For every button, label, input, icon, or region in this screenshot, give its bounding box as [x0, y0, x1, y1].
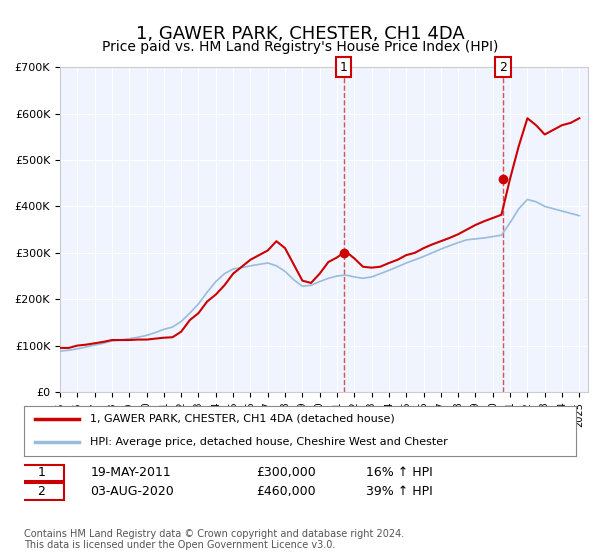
Text: 19-MAY-2011: 19-MAY-2011: [90, 466, 171, 479]
Text: 16% ↑ HPI: 16% ↑ HPI: [366, 466, 433, 479]
Text: Contains HM Land Registry data © Crown copyright and database right 2024.: Contains HM Land Registry data © Crown c…: [24, 529, 404, 539]
Text: £460,000: £460,000: [256, 485, 316, 498]
Text: 1, GAWER PARK, CHESTER, CH1 4DA (detached house): 1, GAWER PARK, CHESTER, CH1 4DA (detache…: [90, 414, 395, 423]
Text: This data is licensed under the Open Government Licence v3.0.: This data is licensed under the Open Gov…: [24, 540, 335, 550]
Text: 1: 1: [340, 60, 347, 74]
Text: 2: 2: [499, 60, 507, 74]
FancyBboxPatch shape: [19, 465, 64, 481]
Text: Price paid vs. HM Land Registry's House Price Index (HPI): Price paid vs. HM Land Registry's House …: [102, 40, 498, 54]
Text: 1, GAWER PARK, CHESTER, CH1 4DA: 1, GAWER PARK, CHESTER, CH1 4DA: [136, 25, 464, 43]
Text: 03-AUG-2020: 03-AUG-2020: [90, 485, 174, 498]
Text: £300,000: £300,000: [256, 466, 316, 479]
FancyBboxPatch shape: [19, 483, 64, 500]
Text: HPI: Average price, detached house, Cheshire West and Chester: HPI: Average price, detached house, Ches…: [90, 437, 448, 447]
Text: 39% ↑ HPI: 39% ↑ HPI: [366, 485, 433, 498]
Text: 1: 1: [37, 466, 45, 479]
Text: 2: 2: [37, 485, 45, 498]
